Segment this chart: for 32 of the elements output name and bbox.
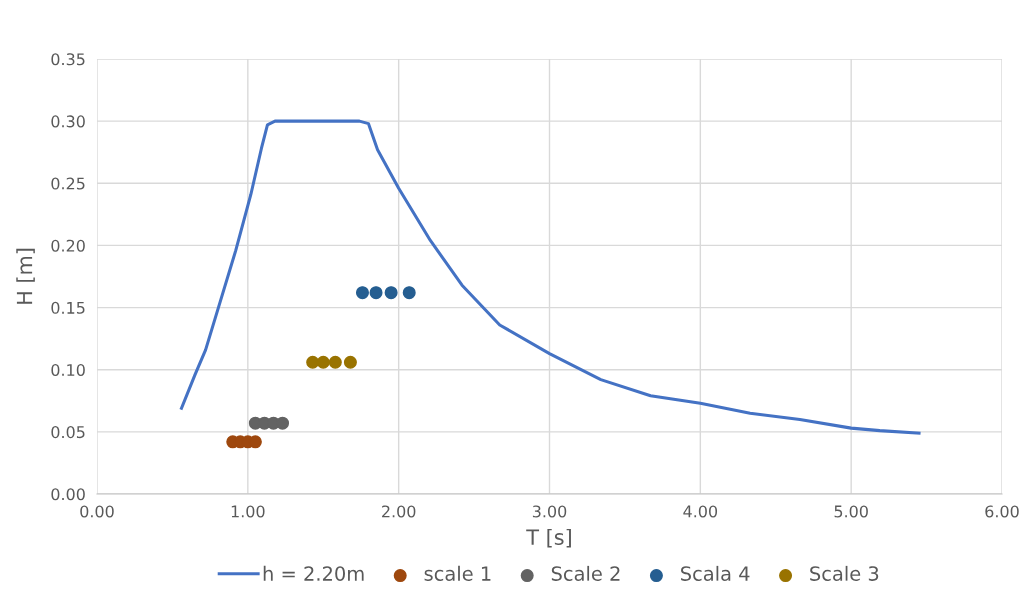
legend-label: h = 2.20m (263, 565, 364, 581)
point (316, 355, 330, 369)
y-tick-label: 0.15 (51, 301, 85, 314)
point (306, 355, 320, 369)
legend-label: Scala 4 (681, 565, 750, 581)
legend-label: scale 1 (424, 565, 491, 581)
point (384, 286, 398, 300)
x-axis-title: T [s] (526, 528, 571, 548)
y-tick-label: 0.00 (51, 488, 85, 501)
y-tick-label: 0.30 (51, 115, 85, 128)
y-axis-title: H [m] (16, 248, 35, 304)
y-tick-label: 0.35 (51, 53, 85, 66)
point (369, 286, 383, 300)
point (328, 355, 342, 369)
x-tick-label: 2.00 (382, 505, 416, 518)
point (343, 355, 357, 369)
point (355, 286, 369, 300)
y-tick-label: 0.25 (51, 177, 85, 190)
legend-label: Scale 3 (810, 565, 879, 581)
x-tick-label: 1.00 (231, 505, 265, 518)
y-tick-label: 0.10 (51, 363, 85, 377)
legend-label: Scale 2 (551, 565, 620, 581)
y-tick-label: 0.05 (51, 426, 85, 439)
x-tick-label: 0.00 (80, 505, 114, 518)
point (402, 286, 416, 300)
y-tick-label: 0.20 (51, 239, 85, 252)
x-tick-label: 4.00 (683, 505, 718, 518)
point (276, 416, 290, 430)
line-series (179, 119, 921, 435)
x-tick-label: 5.00 (834, 505, 868, 518)
x-tick-label: 6.00 (985, 505, 1019, 518)
x-tick-label: 3.00 (532, 505, 567, 518)
